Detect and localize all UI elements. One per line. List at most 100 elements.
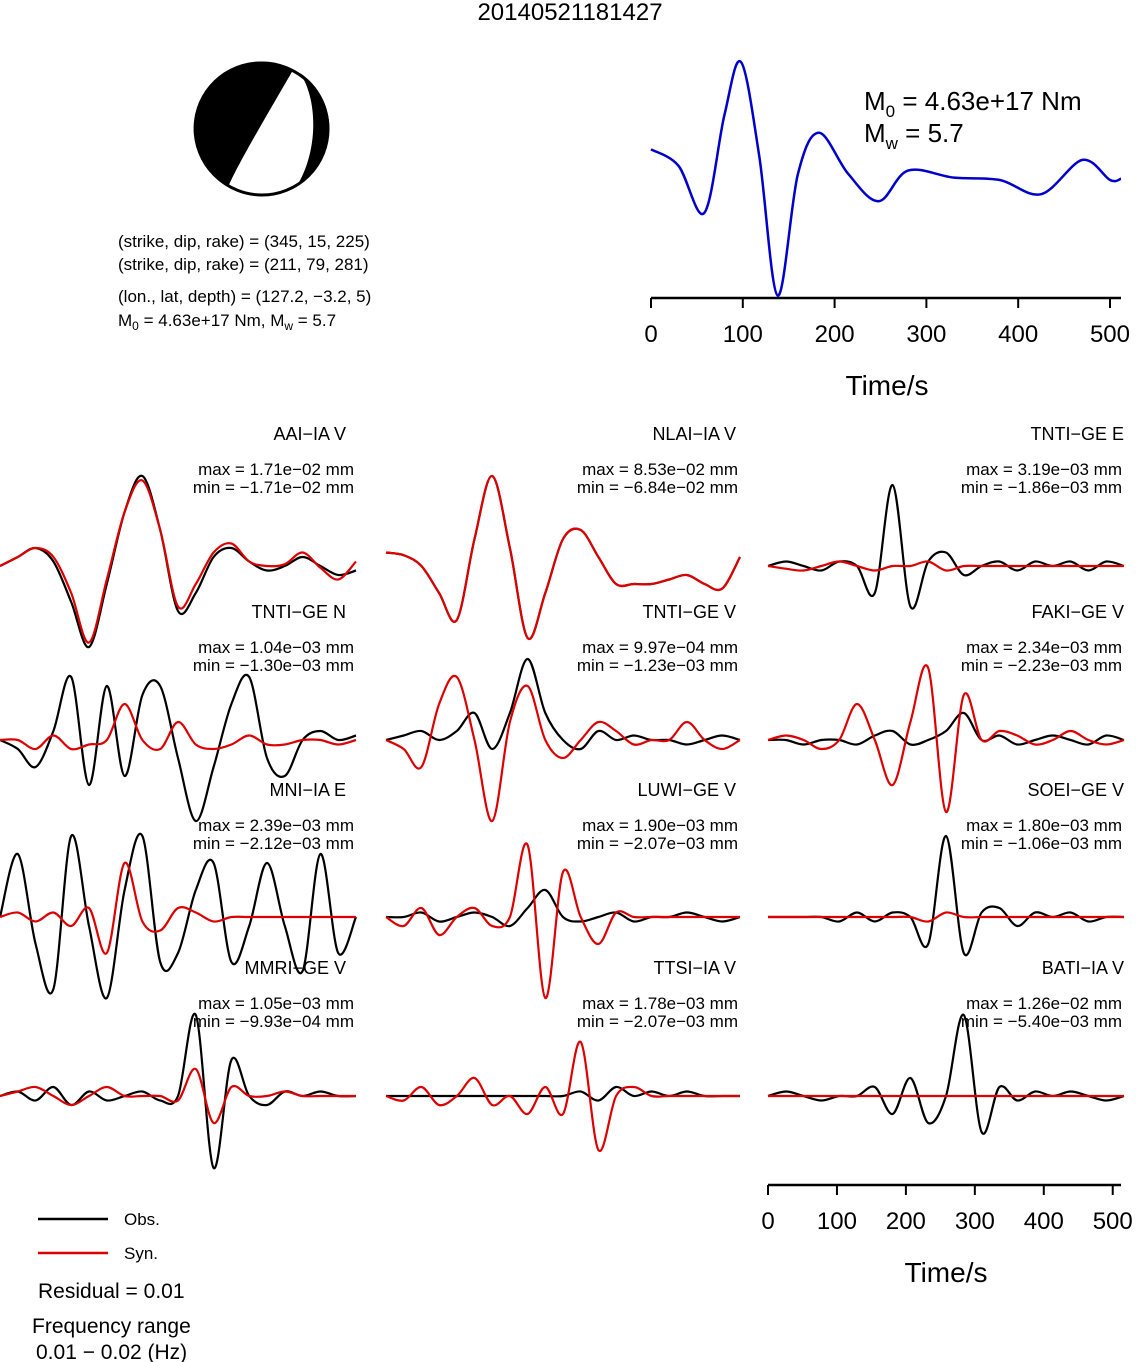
panel-min-label: min = −2.07e−03 mm xyxy=(577,1012,738,1031)
waveform-tick-label: 200 xyxy=(886,1208,926,1235)
stf-series-line xyxy=(650,59,1122,297)
waveform-tick-label: 500 xyxy=(1093,1208,1133,1235)
panel-max-label: max = 9.97e−04 mm xyxy=(582,638,738,657)
panel-min-label: min = −6.84e−02 mm xyxy=(577,478,738,497)
stf-tick-label: 200 xyxy=(815,321,855,348)
panel-min-label: min = −5.40e−03 mm xyxy=(961,1012,1122,1031)
panel-min-label: min = −1.86e−03 mm xyxy=(961,478,1122,497)
observed-waveform-line xyxy=(767,483,1125,610)
observed-waveform-line xyxy=(385,888,741,928)
waveform-tick-label: 100 xyxy=(817,1208,857,1235)
legend-obs-label: Obs. xyxy=(124,1210,160,1229)
waveform-tick-label: 0 xyxy=(761,1208,774,1235)
observed-waveform-line xyxy=(767,711,1125,746)
panel-max-label: max = 1.90e−03 mm xyxy=(582,816,738,835)
stf-tick-label: 0 xyxy=(644,321,657,348)
panel-station-label: NLAI−IA V xyxy=(652,424,736,444)
source-info-line-3: (lon., lat, depth) = (127.2, −3.2, 5) xyxy=(118,287,371,306)
synthetic-waveform-line xyxy=(767,664,1125,814)
synthetic-waveform-line xyxy=(385,1040,740,1152)
frequency-range-value: 0.01 − 0.02 (Hz) xyxy=(36,1341,187,1362)
stf-tick-label: 500 xyxy=(1090,321,1130,348)
panel-min-label: min = −1.30e−03 mm xyxy=(193,656,354,675)
panel-station-label: MNI−IA E xyxy=(269,780,346,800)
legend-syn-label: Syn. xyxy=(124,1244,158,1263)
stf-mw-label: Mw = 5.7 xyxy=(864,118,964,153)
stf-tick-label: 400 xyxy=(998,321,1038,348)
observed-waveform-line xyxy=(0,832,358,1000)
panel-max-label: max = 1.78e−03 mm xyxy=(582,994,738,1013)
panel-station-label: LUWI−GE V xyxy=(637,780,736,800)
stf-tick-label: 100 xyxy=(723,321,763,348)
panel-station-label: TNTI−GE N xyxy=(251,602,346,622)
source-info-line-2: (strike, dip, rake) = (211, 79, 281) xyxy=(118,255,369,274)
synthetic-waveform-line xyxy=(385,674,741,823)
panel-station-label: BATI−IA V xyxy=(1042,958,1124,978)
synthetic-waveform-line xyxy=(385,474,741,640)
source-info: (strike, dip, rake) = (345, 15, 225) (st… xyxy=(118,232,371,333)
panel-max-label: max = 8.53e−02 mm xyxy=(582,460,738,479)
stf-tick-label: 300 xyxy=(906,321,946,348)
panel-station-label: TNTI−GE E xyxy=(1030,424,1124,444)
beachball-icon xyxy=(193,61,330,197)
panel-max-label: max = 1.80e−03 mm xyxy=(966,816,1122,835)
synthetic-waveform-line xyxy=(767,560,1124,572)
stf-x-axis-label: Time/s xyxy=(846,370,929,401)
panel-station-label: MMRI−GE V xyxy=(244,958,346,978)
observed-waveform-line xyxy=(385,657,741,751)
observed-waveform-line xyxy=(385,1085,740,1102)
panel-max-label: max = 1.26e−02 mm xyxy=(966,994,1122,1013)
panel-station-label: FAKI−GE V xyxy=(1031,602,1124,622)
waveform-tick-label: 300 xyxy=(955,1208,995,1235)
panel-station-label: TTSI−IA V xyxy=(653,958,736,978)
stf-plot: M0 = 4.63e+17 Nm Mw = 5.7 0 100 200 300 400 5… xyxy=(644,59,1130,401)
figure-title: 20140521181427 xyxy=(477,0,662,26)
panel-min-label: min = −2.23e−03 mm xyxy=(961,656,1122,675)
stf-m0-label: M0 = 4.63e+17 Nm xyxy=(864,86,1082,121)
legend: Obs. Syn. xyxy=(38,1210,160,1263)
panel-max-label: max = 1.05e−03 mm xyxy=(198,994,354,1013)
panel-min-label: min = −1.71e−02 mm xyxy=(193,478,354,497)
panel-min-label: min = −1.06e−03 mm xyxy=(961,834,1122,853)
waveform-x-axis-label: Time/s xyxy=(905,1257,988,1288)
panel-min-label: min = −9.93e−04 mm xyxy=(193,1012,354,1031)
synthetic-waveform-line xyxy=(0,861,356,955)
waveform-tick-label: 400 xyxy=(1024,1208,1064,1235)
panel-max-label: max = 2.34e−03 mm xyxy=(966,638,1122,657)
panel-station-label: AAI−IA V xyxy=(273,424,346,444)
panel-max-label: max = 1.71e−02 mm xyxy=(198,460,354,479)
observed-waveform-line xyxy=(0,1012,357,1170)
source-info-moment-line: M0 = 4.63e+17 Nm, Mw = 5.7 xyxy=(118,311,336,333)
panel-max-label: max = 3.19e−03 mm xyxy=(966,460,1122,479)
panel-min-label: min = −1.23e−03 mm xyxy=(577,656,738,675)
residual-text: Residual = 0.01 xyxy=(38,1280,185,1303)
synthetic-waveform-line xyxy=(768,911,1124,923)
synthetic-waveform-line xyxy=(0,479,357,644)
frequency-range-label: Frequency range xyxy=(32,1315,191,1338)
panel-max-label: max = 1.04e−03 mm xyxy=(198,638,354,657)
stf-x-axis: 0 100 200 300 400 500 xyxy=(644,296,1130,348)
panel-station-label: TNTI−GE V xyxy=(642,602,736,622)
source-info-line-1: (strike, dip, rake) = (345, 15, 225) xyxy=(118,232,370,251)
observed-waveform-line xyxy=(0,474,357,649)
panel-min-label: min = −2.12e−03 mm xyxy=(193,834,354,853)
observed-waveform-line xyxy=(767,1013,1125,1135)
observed-waveform-line xyxy=(0,673,357,823)
panel-station-label: SOEI−GE V xyxy=(1027,780,1124,800)
observed-waveform-line xyxy=(768,834,1125,957)
panel-min-label: min = −2.07e−03 mm xyxy=(577,834,738,853)
